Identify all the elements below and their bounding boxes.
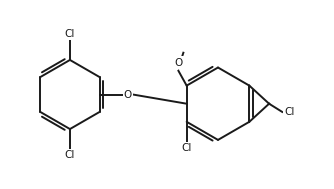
Text: O: O xyxy=(174,57,183,67)
Text: Cl: Cl xyxy=(181,143,192,153)
Text: Cl: Cl xyxy=(65,150,75,160)
Text: Cl: Cl xyxy=(284,107,294,117)
Text: Cl: Cl xyxy=(65,29,75,39)
Text: O: O xyxy=(124,90,132,99)
